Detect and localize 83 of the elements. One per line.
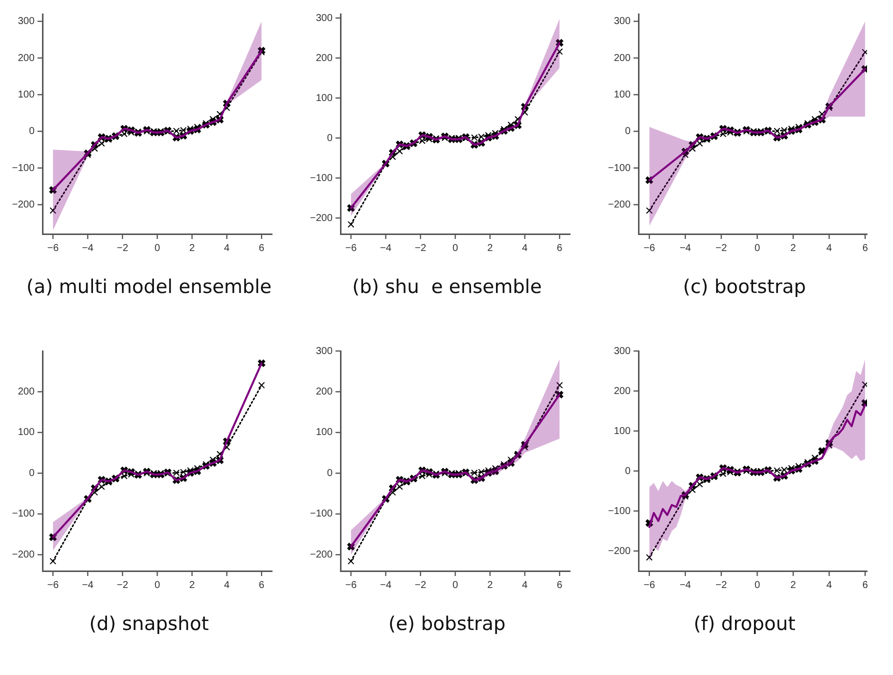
y-tick-label: 200: [316, 386, 333, 398]
x-tick-label: −2: [414, 242, 427, 254]
y-tick-label: −100: [310, 508, 333, 520]
x-tick-label: 0: [452, 580, 458, 591]
x-tick-label: −4: [82, 242, 94, 254]
x-tick-label: −2: [716, 242, 728, 254]
y-tick-label: 0: [28, 126, 35, 138]
x-tick-label: 0: [452, 242, 458, 254]
x-tick-label: −2: [116, 242, 129, 254]
y-tick-label: −200: [608, 546, 631, 557]
text: (e) bobstrap: [387, 613, 507, 635]
y-tick-label: −100: [12, 162, 35, 174]
x-tick-label: −4: [680, 242, 692, 254]
x-tick-label: 4: [826, 580, 832, 591]
x-tick-label: 4: [522, 580, 528, 591]
x-tick-label: 2: [487, 580, 494, 591]
y-tick-label: 0: [28, 468, 35, 479]
x-tick-label: 6: [556, 580, 563, 591]
text: (f) dropout: [692, 613, 796, 635]
y-tick-label: 200: [614, 386, 631, 397]
x-tick-label: −4: [82, 580, 94, 591]
y-tick-label: 200: [18, 386, 35, 398]
y-tick-label: 300: [316, 12, 333, 24]
x-tick-label: 0: [754, 580, 760, 591]
x-tick-label: 6: [862, 580, 868, 591]
y-tick-label: 100: [18, 427, 35, 438]
x-tick-label: −6: [345, 580, 358, 591]
y-tick-label: 200: [316, 52, 333, 64]
y-tick-label: −100: [608, 162, 631, 174]
x-tick-label: 6: [556, 242, 563, 254]
x-tick-label: 0: [154, 580, 160, 591]
x-tick-label: 2: [790, 242, 796, 254]
x-tick-label: 4: [224, 242, 230, 254]
y-tick-label: −200: [608, 199, 631, 210]
text: (c) bootstrap: [682, 276, 807, 298]
x-tick-label: 2: [487, 242, 494, 254]
y-tick-label: 100: [614, 89, 631, 100]
y-tick-label: 100: [614, 426, 631, 437]
x-tick-label: −6: [644, 580, 656, 591]
x-tick-label: −6: [47, 580, 60, 591]
x-tick-label: −4: [680, 580, 692, 591]
x-tick-label: 4: [826, 242, 832, 254]
x-tick-label: −4: [380, 580, 392, 591]
y-tick-label: 200: [614, 52, 631, 64]
y-tick-label: −200: [12, 199, 35, 210]
y-tick-label: 300: [18, 16, 35, 28]
y-tick-label: 0: [326, 468, 333, 479]
y-tick-label: 300: [316, 346, 333, 357]
y-tick-label: 0: [624, 126, 631, 138]
x-tick-label: 2: [189, 580, 196, 591]
x-tick-label: 2: [189, 242, 196, 254]
y-tick-label: −200: [310, 212, 333, 224]
x-tick-label: −2: [414, 580, 427, 591]
y-tick-label: −200: [12, 549, 35, 560]
x-tick-label: 6: [258, 242, 265, 254]
y-tick-label: −100: [608, 506, 631, 517]
text: (b) shu e ensemble: [351, 276, 543, 298]
x-tick-label: 6: [862, 242, 868, 254]
text: (d) snapshot: [88, 613, 210, 635]
x-tick-label: −6: [345, 242, 358, 254]
text: (a) multi model ensemble: [25, 276, 273, 298]
x-tick-label: 4: [224, 580, 230, 591]
x-tick-label: 0: [754, 242, 760, 254]
y-tick-label: 300: [614, 16, 631, 28]
x-tick-label: −6: [47, 242, 60, 254]
y-tick-label: 200: [18, 52, 35, 64]
y-tick-label: −100: [310, 172, 333, 184]
y-tick-label: 100: [316, 427, 333, 438]
x-tick-label: −6: [644, 242, 656, 254]
x-tick-label: −2: [116, 580, 129, 591]
x-tick-label: 4: [522, 242, 528, 254]
y-tick-label: 0: [624, 466, 631, 477]
y-tick-label: −200: [310, 549, 333, 560]
y-tick-label: 100: [316, 92, 333, 104]
x-tick-label: 2: [790, 580, 796, 591]
y-tick-label: 300: [614, 346, 631, 357]
x-tick-label: −2: [716, 580, 728, 591]
x-tick-label: −4: [380, 242, 392, 254]
y-tick-label: 100: [18, 89, 35, 100]
x-tick-label: 0: [154, 242, 160, 254]
y-tick-label: 0: [326, 132, 333, 144]
x-tick-label: 6: [258, 580, 265, 591]
y-tick-label: −100: [12, 508, 35, 520]
